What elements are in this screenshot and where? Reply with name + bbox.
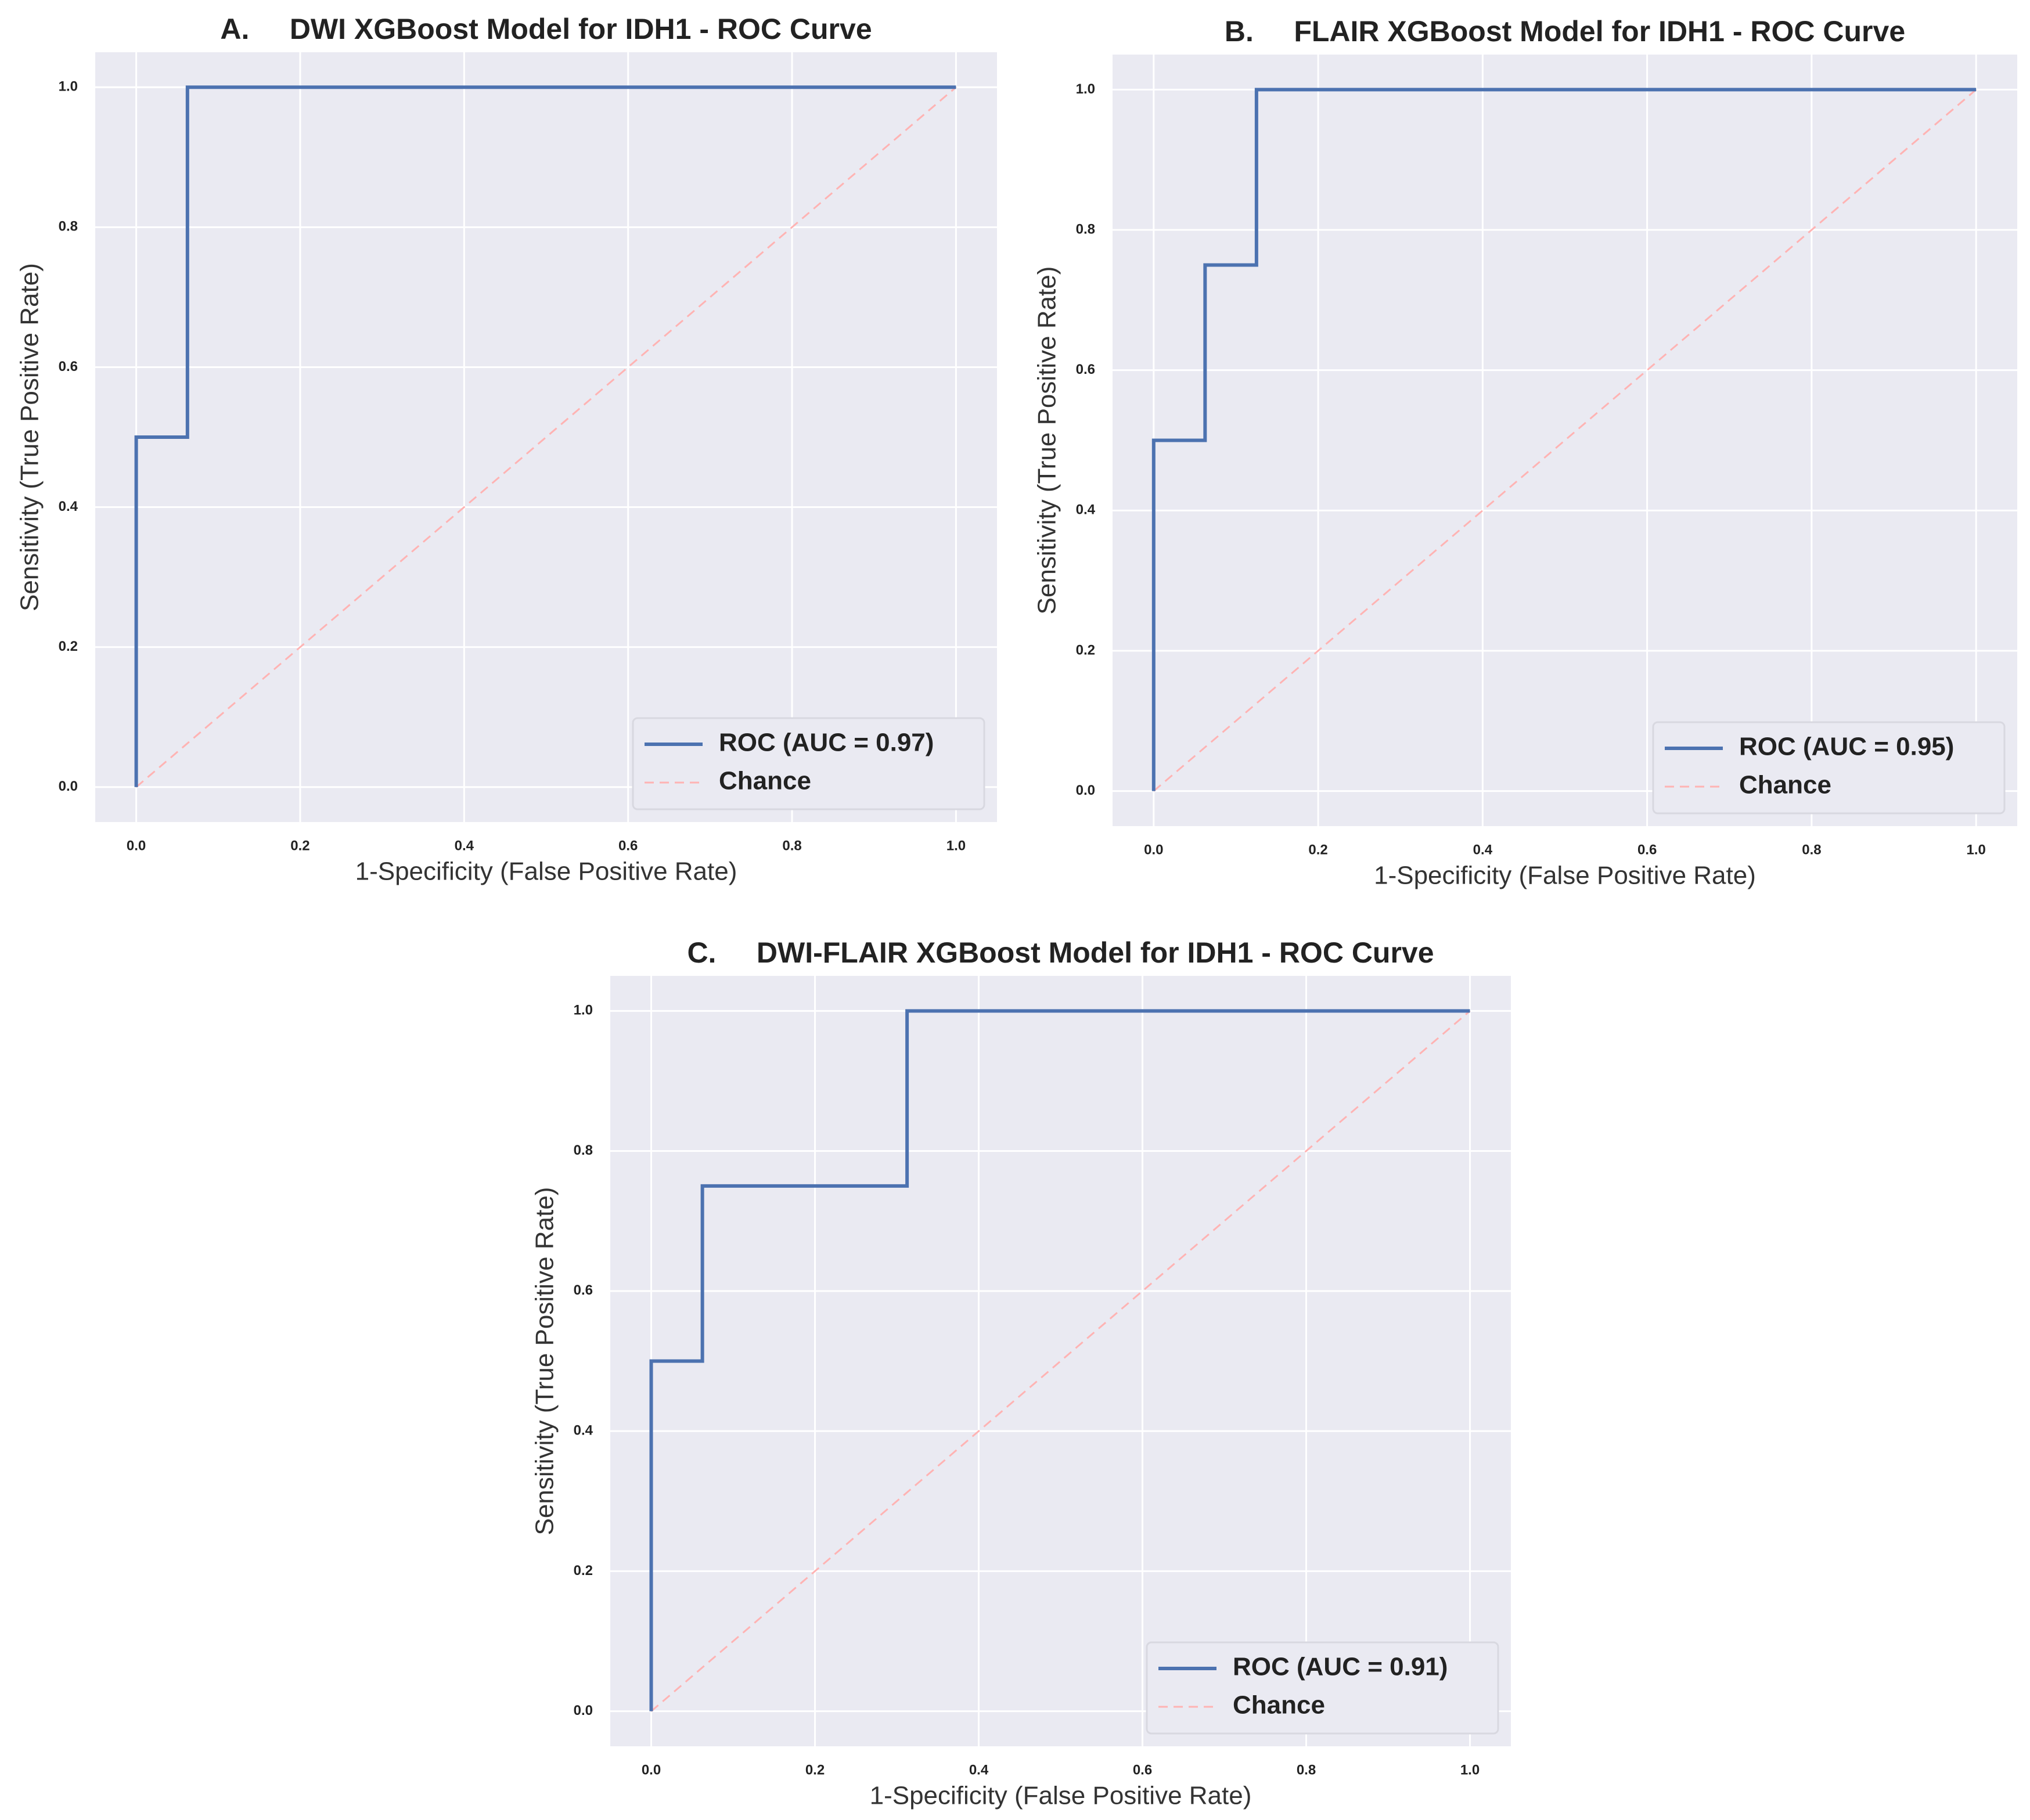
legend-label: Chance <box>1233 1691 1325 1720</box>
x-tick-label: 0.4 <box>1473 842 1493 857</box>
legend-label: Chance <box>719 767 811 795</box>
chart-title: B. FLAIR XGBoost Model for IDH1 - ROC Cu… <box>1225 15 1905 48</box>
x-tick-label: 1.0 <box>1460 1762 1480 1778</box>
y-tick-label: 0.6 <box>1076 362 1095 377</box>
y-tick-label: 0.2 <box>574 1563 593 1578</box>
x-tick-label: 0.6 <box>1133 1762 1152 1778</box>
legend-box <box>1652 721 2006 815</box>
y-tick-label: 0.6 <box>574 1282 593 1298</box>
y-tick-label: 0.4 <box>1076 502 1096 518</box>
x-tick-label: 0.2 <box>290 838 309 853</box>
legend-label: ROC (AUC = 0.97) <box>719 729 934 757</box>
series-line <box>1151 88 1977 791</box>
x-axis-label: 1-Specificity (False Positive Rate) <box>355 857 737 886</box>
x-tick-label: 0.4 <box>969 1762 989 1778</box>
x-tick-label: 0.0 <box>1144 842 1163 857</box>
y-tick-label: 0.0 <box>574 1703 593 1718</box>
y-tick-label: 1.0 <box>1076 81 1095 97</box>
y-tick-label: 0.0 <box>1076 783 1095 798</box>
series-line <box>135 87 957 788</box>
x-tick-label: 0.2 <box>1308 842 1327 857</box>
y-tick-label: 0.6 <box>59 359 78 374</box>
y-tick-label: 0.4 <box>59 499 78 514</box>
x-tick-label: 0.8 <box>1802 842 1821 857</box>
x-axis-label: 1-Specificity (False Positive Rate) <box>1374 862 1756 890</box>
x-tick-label: 0.6 <box>1637 842 1657 857</box>
chart-title: C. DWI-FLAIR XGBoost Model for IDH1 - RO… <box>687 936 1434 969</box>
y-tick-label: 0.8 <box>1076 221 1095 237</box>
x-tick-label: 0.0 <box>642 1762 661 1778</box>
x-tick-label: 0.8 <box>782 838 801 853</box>
series-line <box>650 1010 1471 1712</box>
series-line <box>649 1009 1470 1711</box>
legend-label: ROC (AUC = 0.95) <box>1739 733 1954 761</box>
x-tick-label: 0.4 <box>455 838 474 853</box>
chart: 0.0 0.2 0.4 0.6 0.8 1.0 0.0 0.2 0.4 0.6 0.8 1.0 C. D… <box>531 936 1511 1810</box>
legend-box <box>1146 1641 1499 1735</box>
y-tick-label: 0.0 <box>59 779 78 794</box>
y-tick-label: 0.4 <box>574 1422 593 1438</box>
x-tick-label: 0.8 <box>1297 1762 1316 1778</box>
x-tick-label: 1.0 <box>946 838 966 853</box>
chart-title: A. DWI XGBoost Model for IDH1 - ROC Curv… <box>220 13 872 45</box>
y-axis-label: Sensitivity (True Positive Rate) <box>531 1187 559 1536</box>
x-tick-label: 1.0 <box>1966 842 1985 857</box>
x-tick-label: 0.0 <box>127 838 146 853</box>
legend-label: Chance <box>1739 771 1831 799</box>
x-tick-label: 0.2 <box>805 1762 825 1778</box>
x-axis-label: 1-Specificity (False Positive Rate) <box>870 1782 1252 1810</box>
y-axis-label: Sensitivity (True Positive Rate) <box>1033 266 1061 615</box>
y-axis-label: Sensitivity (True Positive Rate) <box>16 263 44 611</box>
y-tick-label: 0.8 <box>59 219 78 235</box>
chart: 0.0 0.2 0.4 0.6 0.8 1.0 0.0 0.2 0.4 0.6 0.8 1.0 A. D… <box>16 13 997 886</box>
y-tick-label: 0.2 <box>1076 642 1095 658</box>
y-tick-label: 1.0 <box>59 79 78 95</box>
y-tick-label: 1.0 <box>574 1003 593 1018</box>
series-line <box>134 85 956 787</box>
y-tick-label: 0.8 <box>574 1143 593 1158</box>
x-tick-label: 0.6 <box>618 838 638 853</box>
legend-box <box>632 717 985 810</box>
legend-label: ROC (AUC = 0.91) <box>1233 1653 1448 1681</box>
chart: 0.0 0.2 0.4 0.6 0.8 1.0 0.0 0.2 0.4 0.6 0.8 1.0 B. F… <box>1033 15 2017 890</box>
y-tick-label: 0.2 <box>59 639 78 654</box>
